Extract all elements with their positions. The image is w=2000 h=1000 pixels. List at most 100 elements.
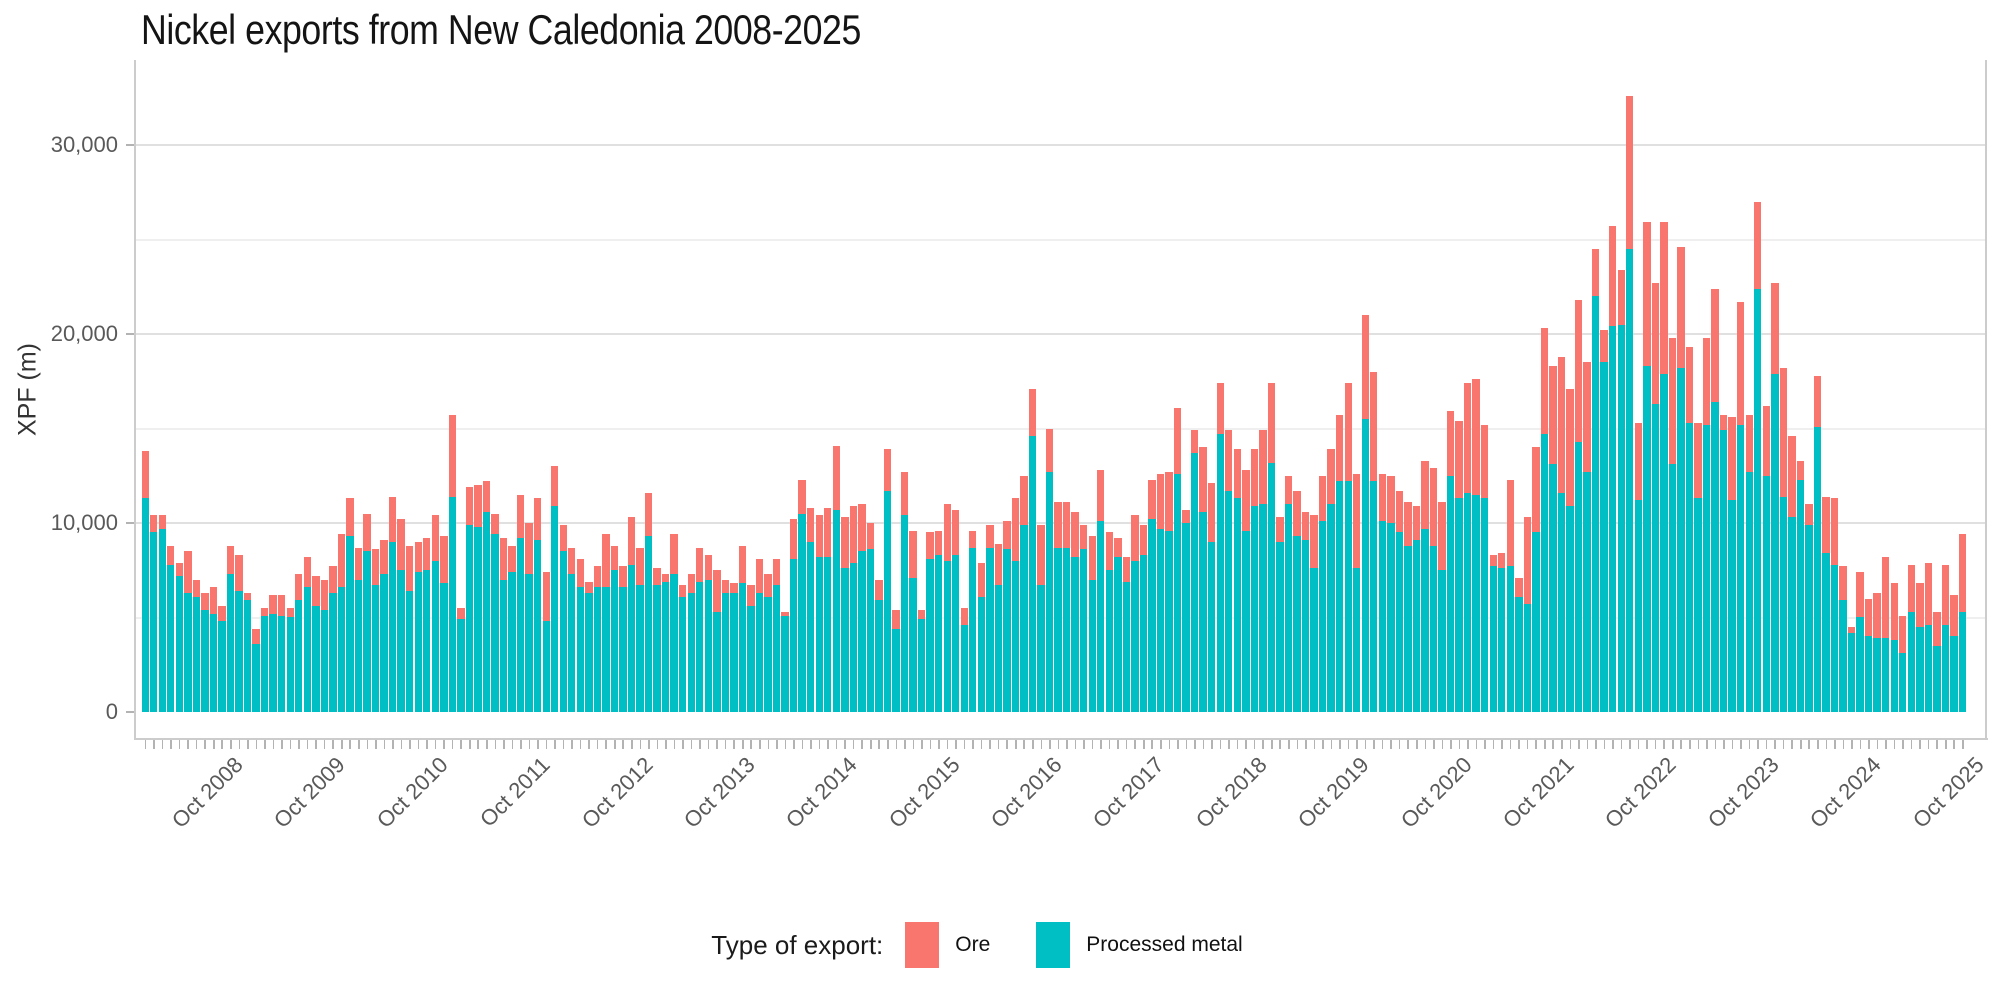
ore-segment bbox=[542, 572, 550, 622]
x-tick-mark bbox=[1407, 740, 1410, 749]
ore-segment bbox=[1566, 388, 1574, 506]
ore-segment bbox=[1591, 248, 1600, 297]
processed-metal-segment bbox=[1847, 632, 1856, 712]
ore-segment bbox=[883, 449, 892, 491]
processed-metal-segment bbox=[260, 615, 269, 712]
bar-2011-02 bbox=[457, 608, 465, 712]
processed-metal-segment bbox=[755, 592, 764, 712]
x-tick-mark bbox=[1919, 740, 1921, 749]
processed-metal-segment bbox=[1250, 505, 1259, 712]
ore-segment bbox=[346, 498, 354, 537]
bar-2014-08 bbox=[815, 515, 823, 712]
x-tick-mark bbox=[1151, 740, 1154, 749]
ore-segment bbox=[1250, 449, 1259, 506]
processed-metal-segment bbox=[1950, 636, 1958, 712]
bar-2012-01 bbox=[551, 466, 559, 712]
y-tick-label: 10,000 bbox=[50, 510, 118, 535]
ore-segment bbox=[1626, 95, 1634, 249]
x-tick-mark bbox=[545, 740, 548, 749]
ore-segment bbox=[1950, 594, 1958, 637]
x-tick-mark bbox=[494, 740, 497, 749]
bar-2024-04 bbox=[1805, 504, 1813, 712]
bar-2017-03 bbox=[1080, 524, 1088, 712]
ore-segment bbox=[303, 557, 311, 588]
x-tick-mark bbox=[332, 740, 334, 749]
ore-segment bbox=[977, 562, 986, 597]
ore-segment bbox=[1617, 269, 1625, 325]
ore-segment bbox=[474, 485, 482, 527]
x-tick-label: Oct 2015 bbox=[883, 752, 965, 833]
x-tick-mark bbox=[1219, 740, 1222, 749]
processed-metal-segment bbox=[1702, 424, 1711, 712]
x-tick-mark bbox=[255, 740, 258, 749]
processed-metal-segment bbox=[687, 592, 695, 712]
ore-segment bbox=[875, 579, 883, 601]
processed-metal-segment bbox=[269, 613, 277, 712]
x-tick-mark bbox=[963, 740, 966, 749]
processed-metal-segment bbox=[1805, 524, 1813, 712]
processed-metal-segment bbox=[952, 555, 960, 712]
processed-metal-segment bbox=[858, 551, 866, 712]
ore-segment bbox=[1515, 577, 1523, 597]
x-tick-mark bbox=[895, 740, 898, 749]
ore-segment bbox=[1045, 428, 1054, 472]
processed-metal-segment bbox=[849, 562, 858, 712]
processed-metal-segment bbox=[1361, 419, 1369, 712]
x-tick-mark bbox=[639, 740, 642, 749]
bar-2016-04 bbox=[986, 524, 994, 712]
bar-2008-04 bbox=[167, 545, 175, 712]
processed-metal-segment bbox=[320, 609, 329, 712]
bar-2009-05 bbox=[278, 594, 286, 712]
x-tick-mark bbox=[1688, 740, 1691, 749]
ore-segment bbox=[1259, 430, 1267, 505]
bar-2015-04 bbox=[883, 449, 892, 712]
bar-2009-06 bbox=[286, 608, 294, 712]
processed-metal-segment bbox=[1003, 549, 1011, 712]
bar-2008-11 bbox=[226, 545, 235, 712]
x-tick-mark bbox=[1859, 740, 1862, 749]
x-tick-mark bbox=[1620, 740, 1623, 749]
processed-metal-segment bbox=[1574, 441, 1583, 712]
x-tick-mark bbox=[1834, 740, 1836, 749]
processed-metal-segment bbox=[1062, 547, 1071, 712]
bar-2014-10 bbox=[832, 445, 840, 712]
x-tick-mark bbox=[1040, 740, 1043, 749]
x-tick-mark bbox=[1629, 740, 1631, 749]
processed-metal-segment bbox=[806, 541, 815, 712]
x-tick-mark bbox=[170, 740, 172, 749]
x-tick-mark bbox=[1902, 740, 1904, 749]
ore-segment bbox=[1190, 430, 1199, 454]
ore-segment bbox=[738, 545, 747, 584]
x-axis-line bbox=[134, 738, 1988, 740]
bar-2021-03 bbox=[1489, 555, 1497, 712]
bar-2010-02 bbox=[354, 547, 363, 712]
ore-segment bbox=[482, 481, 491, 512]
bar-2013-02 bbox=[661, 574, 670, 712]
processed-metal-segment bbox=[1557, 492, 1566, 712]
x-tick-mark bbox=[1484, 740, 1486, 749]
ore-segment bbox=[1054, 502, 1062, 548]
ore-segment bbox=[943, 504, 951, 561]
ore-segment bbox=[1114, 538, 1122, 557]
processed-metal-segment bbox=[704, 579, 712, 712]
processed-metal-segment bbox=[482, 511, 491, 712]
bar-2025-09 bbox=[1950, 594, 1958, 712]
processed-metal-segment bbox=[278, 615, 286, 712]
ore-segment bbox=[1643, 222, 1651, 367]
processed-metal-segment bbox=[1011, 560, 1020, 712]
x-tick-mark bbox=[886, 740, 889, 749]
x-tick-mark bbox=[1885, 740, 1887, 749]
processed-metal-segment bbox=[1114, 557, 1122, 712]
bar-2008-02 bbox=[150, 515, 158, 712]
ore-segment bbox=[363, 513, 371, 552]
bar-2019-07 bbox=[1318, 475, 1327, 712]
ore-segment bbox=[329, 566, 337, 593]
processed-metal-segment bbox=[414, 572, 422, 712]
x-tick-mark bbox=[144, 740, 147, 749]
x-tick-mark bbox=[212, 740, 215, 749]
ore-segment bbox=[1634, 422, 1642, 501]
panel-right-border bbox=[1985, 60, 1987, 738]
x-tick-mark bbox=[358, 740, 360, 749]
x-tick-mark bbox=[1876, 740, 1879, 749]
ore-segment bbox=[1702, 337, 1711, 425]
